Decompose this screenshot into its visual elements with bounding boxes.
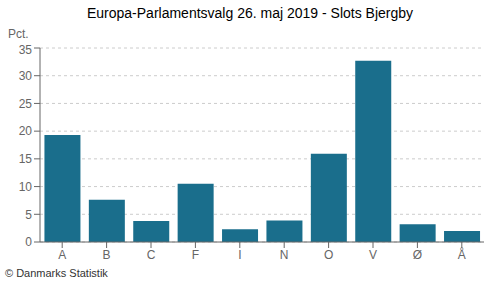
svg-text:F: F xyxy=(192,248,199,262)
svg-text:10: 10 xyxy=(19,180,33,194)
svg-text:N: N xyxy=(280,248,289,262)
html-text:Europa-Parlamentsvalg 26. maj: Europa-Parlamentsvalg 26. maj 2019 - Slo… xyxy=(87,5,413,21)
svg-text:A: A xyxy=(58,248,66,262)
svg-text:5: 5 xyxy=(25,208,32,222)
svg-text:I: I xyxy=(238,248,241,262)
svg-text:0: 0 xyxy=(25,235,32,249)
svg-text:30: 30 xyxy=(19,69,33,83)
svg-text:25: 25 xyxy=(19,97,33,111)
svg-text:20: 20 xyxy=(19,124,33,138)
svg-text:B: B xyxy=(103,248,111,262)
svg-text:C: C xyxy=(147,248,156,262)
svg-text:Ø: Ø xyxy=(413,248,422,262)
svg-text:V: V xyxy=(369,248,377,262)
svg-text:O: O xyxy=(324,248,333,262)
svg-text:15: 15 xyxy=(19,152,33,166)
html-text:© Danmarks Statistik: © Danmarks Statistik xyxy=(5,267,108,279)
svg-text:35: 35 xyxy=(19,43,33,57)
svg-text:Å: Å xyxy=(458,247,466,262)
html-text:Pct.: Pct. xyxy=(8,27,29,41)
